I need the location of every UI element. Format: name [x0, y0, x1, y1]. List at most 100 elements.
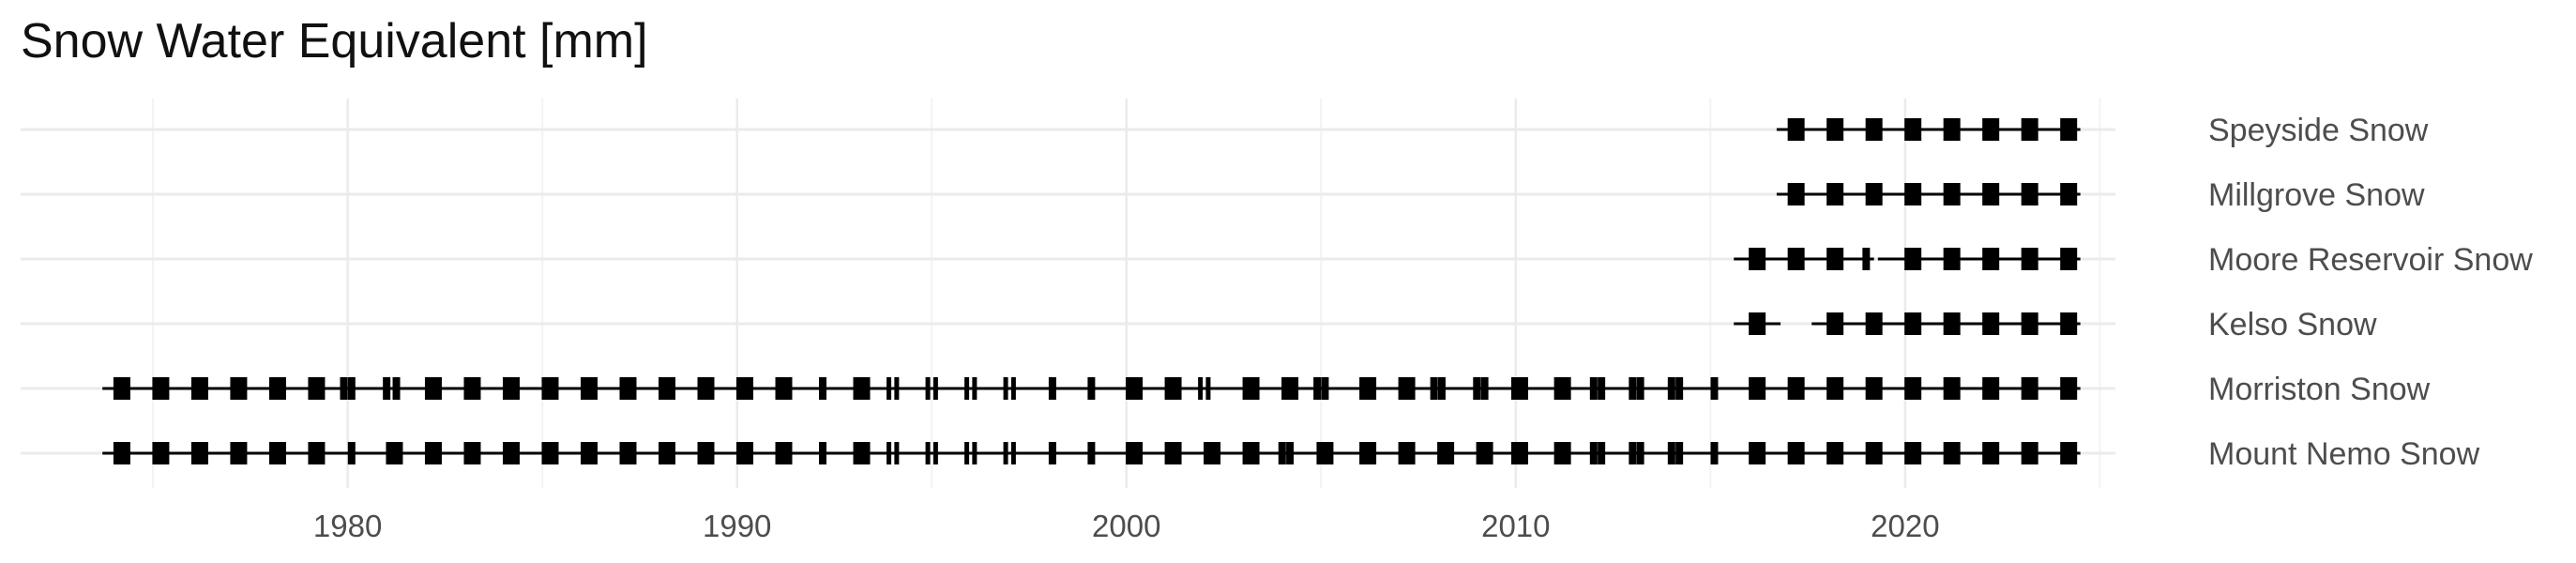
data-point: [1787, 183, 1805, 205]
data-point: [1589, 442, 1598, 464]
series-moore-reservoir-snow: [1734, 248, 2081, 270]
data-point: [1982, 248, 2000, 270]
data-point: [925, 442, 931, 464]
data-point: [1982, 377, 2000, 400]
data-point: [1982, 183, 2000, 205]
x-tick-label: 1980: [313, 509, 382, 543]
row-label: Morriston Snow: [2208, 372, 2431, 407]
data-point: [2060, 183, 2078, 205]
data-point: [1205, 377, 1211, 400]
data-point: [2060, 442, 2078, 464]
data-point: [1675, 377, 1684, 400]
data-point: [340, 377, 348, 400]
data-point: [580, 377, 598, 400]
data-point: [152, 377, 170, 400]
data-point: [1787, 442, 1805, 464]
data-point: [1982, 312, 2000, 335]
data-point: [2060, 248, 2078, 270]
data-point: [580, 442, 598, 464]
data-point: [2021, 312, 2038, 335]
data-point: [1087, 377, 1096, 400]
data-point: [932, 442, 938, 464]
data-point: [1904, 248, 1922, 270]
data-point: [853, 442, 871, 464]
data-point: [1865, 377, 1883, 400]
data-point: [932, 377, 938, 400]
data-point: [697, 377, 715, 400]
data-point: [658, 442, 675, 464]
series-millgrove-snow: [1776, 183, 2081, 205]
data-point: [1826, 377, 1844, 400]
data-point: [1473, 377, 1481, 400]
data-point: [658, 377, 675, 400]
data-point: [972, 442, 977, 464]
data-point: [1667, 377, 1675, 400]
data-point: [1553, 377, 1571, 400]
row-label: Millgrove Snow: [2208, 177, 2425, 213]
data-point: [347, 377, 356, 400]
data-point: [1164, 377, 1182, 400]
series-morriston-snow: [102, 377, 2081, 400]
data-point: [1629, 442, 1637, 464]
data-point: [1865, 312, 1883, 335]
data-point: [1943, 118, 1961, 141]
data-point: [463, 442, 481, 464]
data-point: [925, 377, 931, 400]
data-point: [424, 377, 442, 400]
data-point: [1553, 442, 1571, 464]
data-point: [1010, 377, 1016, 400]
data-point: [1667, 442, 1675, 464]
data-point: [1242, 377, 1260, 400]
data-point: [1398, 377, 1416, 400]
data-point: [1826, 312, 1844, 335]
data-point: [886, 442, 892, 464]
data-point: [1003, 442, 1008, 464]
data-point: [1826, 248, 1844, 270]
data-point: [1281, 377, 1299, 400]
data-point: [1904, 312, 1922, 335]
data-point: [1430, 377, 1438, 400]
data-point: [853, 377, 871, 400]
data-point: [1749, 248, 1766, 270]
data-point: [386, 442, 403, 464]
data-point: [1278, 442, 1286, 464]
data-point: [347, 442, 356, 464]
series-speyside-snow: [1776, 118, 2081, 141]
data-point: [268, 377, 286, 400]
data-point: [775, 377, 793, 400]
data-point: [2021, 183, 2038, 205]
data-point: [1437, 442, 1455, 464]
data-point: [1787, 377, 1805, 400]
data-point: [1787, 118, 1805, 141]
data-point: [964, 442, 970, 464]
data-point: [1048, 442, 1056, 464]
data-point: [775, 442, 793, 464]
data-point: [1943, 377, 1961, 400]
data-point: [1480, 377, 1489, 400]
data-point: [463, 377, 481, 400]
data-point: [541, 442, 559, 464]
data-point: [736, 377, 754, 400]
data-point: [383, 377, 391, 400]
data-point: [1904, 442, 1922, 464]
data-point: [502, 377, 520, 400]
data-point: [392, 377, 401, 400]
data-point: [1316, 442, 1334, 464]
data-point: [2060, 377, 2078, 400]
data-point: [1865, 442, 1883, 464]
data-point: [1359, 377, 1377, 400]
data-point: [2021, 118, 2038, 141]
series-kelso-snow: [1734, 312, 2081, 335]
data-point: [2021, 248, 2038, 270]
x-tick-label: 2020: [1871, 509, 1939, 543]
data-point: [697, 442, 715, 464]
data-point: [1164, 442, 1182, 464]
data-point: [1826, 442, 1844, 464]
data-point: [1510, 377, 1528, 400]
data-point: [1904, 183, 1922, 205]
data-point: [1787, 248, 1805, 270]
data-point: [1003, 377, 1008, 400]
data-point: [819, 442, 827, 464]
data-point: [1204, 442, 1221, 464]
